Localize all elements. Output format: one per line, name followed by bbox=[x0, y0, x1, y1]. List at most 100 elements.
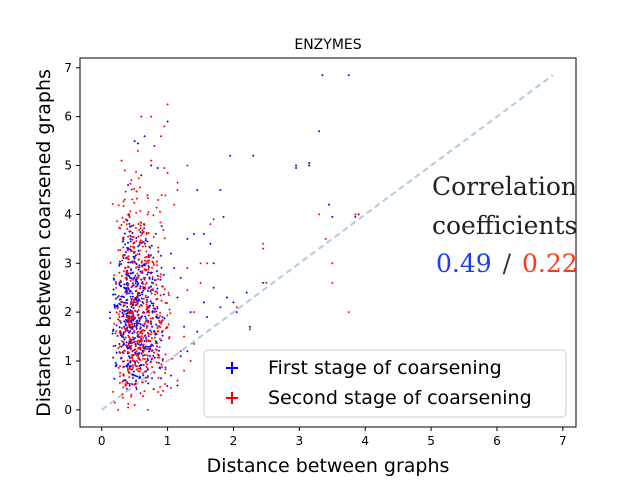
scatter-point bbox=[134, 364, 137, 367]
scatter-point bbox=[134, 382, 137, 385]
scatter-point bbox=[144, 315, 147, 318]
scatter-point bbox=[131, 374, 134, 377]
x-tick-label: 6 bbox=[493, 434, 501, 448]
scatter-point bbox=[115, 282, 118, 285]
scatter-point bbox=[132, 224, 135, 227]
scatter-point bbox=[150, 331, 153, 334]
scatter-point bbox=[115, 324, 118, 327]
scatter-point bbox=[140, 115, 143, 118]
annotation-line-1: Correlation bbox=[432, 172, 577, 201]
scatter-point bbox=[156, 327, 159, 330]
scatter-point bbox=[155, 270, 158, 273]
scatter-point bbox=[132, 366, 135, 369]
scatter-point bbox=[163, 317, 166, 320]
scatter-point bbox=[123, 349, 126, 352]
scatter-point bbox=[120, 356, 123, 359]
scatter-point bbox=[133, 316, 136, 319]
scatter-point bbox=[124, 257, 127, 260]
scatter-point bbox=[138, 317, 141, 320]
scatter-point bbox=[118, 271, 121, 274]
scatter-point bbox=[150, 115, 153, 118]
scatter-point bbox=[130, 277, 133, 280]
scatter-point bbox=[131, 292, 134, 295]
scatter-point bbox=[137, 258, 140, 261]
x-tick-label: 5 bbox=[427, 434, 435, 448]
scatter-point bbox=[144, 376, 147, 379]
scatter-point bbox=[179, 276, 182, 279]
scatter-point bbox=[128, 275, 131, 278]
scatter-point bbox=[126, 289, 129, 292]
scatter-point bbox=[131, 359, 134, 362]
scatter-point bbox=[161, 329, 164, 332]
scatter-point bbox=[176, 296, 179, 299]
legend-label-second-stage: Second stage of coarsening bbox=[268, 387, 532, 409]
scatter-point bbox=[114, 344, 117, 347]
scatter-point bbox=[357, 213, 360, 216]
scatter-point bbox=[212, 286, 215, 289]
scatter-point bbox=[128, 213, 131, 216]
scatter-point bbox=[149, 347, 152, 350]
scatter-point bbox=[127, 344, 130, 347]
scatter-point bbox=[145, 336, 148, 339]
scatter-point bbox=[146, 325, 149, 328]
legend-marker-first-stage bbox=[226, 362, 238, 374]
scatter-point bbox=[161, 359, 164, 362]
scatter-point bbox=[128, 292, 131, 295]
scatter-point bbox=[129, 276, 132, 279]
scatter-point bbox=[126, 298, 129, 301]
scatter-point bbox=[164, 382, 167, 385]
scatter-point bbox=[152, 263, 155, 266]
scatter-point bbox=[295, 164, 298, 167]
scatter-point bbox=[140, 234, 143, 237]
scatter-point bbox=[121, 311, 124, 314]
scatter-point bbox=[133, 257, 136, 260]
scatter-point bbox=[137, 223, 140, 226]
scatter-point bbox=[150, 288, 153, 291]
scatter-point bbox=[150, 321, 153, 324]
scatter-point bbox=[146, 345, 149, 348]
scatter-point bbox=[137, 336, 140, 339]
scatter-point bbox=[145, 262, 148, 265]
scatter-point bbox=[164, 372, 167, 375]
scatter-point bbox=[151, 325, 154, 328]
scatter-point bbox=[161, 334, 164, 337]
scatter-point bbox=[126, 271, 129, 274]
scatter-point bbox=[134, 254, 137, 257]
scatter-point bbox=[127, 402, 130, 405]
scatter-point bbox=[156, 166, 159, 169]
x-tick-label: 0 bbox=[98, 434, 106, 448]
scatter-point bbox=[134, 351, 137, 354]
scatter-point bbox=[131, 238, 134, 241]
scatter-point bbox=[117, 318, 120, 321]
scatter-point bbox=[117, 313, 120, 316]
scatter-point bbox=[133, 383, 136, 386]
scatter-point bbox=[116, 334, 119, 337]
x-tick-label: 2 bbox=[230, 434, 238, 448]
legend-label-first-stage: First stage of coarsening bbox=[268, 357, 502, 379]
scatter-point bbox=[152, 256, 155, 259]
scatter-point bbox=[155, 340, 158, 343]
scatter-point bbox=[142, 240, 145, 243]
scatter-point bbox=[143, 329, 146, 332]
scatter-point bbox=[143, 263, 146, 266]
scatter-point bbox=[219, 188, 222, 191]
scatter-point bbox=[159, 294, 162, 297]
scatter-point bbox=[130, 327, 133, 330]
scatter-point bbox=[124, 321, 127, 324]
scatter-point bbox=[128, 311, 131, 314]
scatter-point bbox=[331, 262, 334, 265]
scatter-point bbox=[131, 383, 134, 386]
scatter-point bbox=[139, 368, 142, 371]
scatter-point bbox=[156, 305, 159, 308]
scatter-point bbox=[212, 218, 215, 221]
scatter-point bbox=[123, 169, 126, 172]
scatter-point bbox=[135, 323, 138, 326]
scatter-point bbox=[120, 327, 123, 329]
scatter-point bbox=[159, 385, 162, 388]
scatter-point bbox=[134, 280, 137, 283]
scatter-point bbox=[124, 277, 127, 280]
scatter-point bbox=[142, 354, 145, 357]
scatter-point bbox=[138, 364, 141, 367]
scatter-point bbox=[118, 375, 121, 378]
scatter-point bbox=[151, 316, 154, 319]
